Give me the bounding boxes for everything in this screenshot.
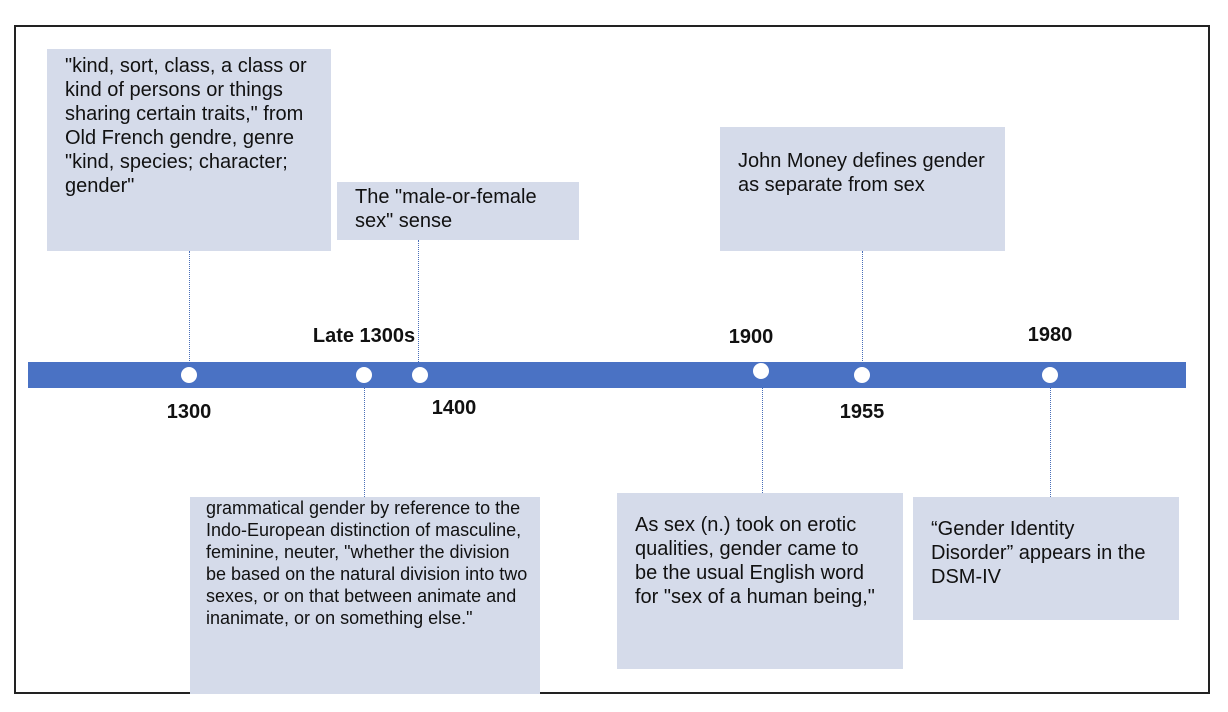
timeline-frame <box>14 25 1210 694</box>
timeline-dot-1980 <box>1042 367 1058 383</box>
timeline-dot-1400 <box>412 367 428 383</box>
connector-origin <box>189 251 190 367</box>
connector-money <box>862 251 863 367</box>
connector-dsm <box>1050 383 1051 497</box>
year-1980: 1980 <box>1027 324 1073 346</box>
timeline-bar <box>28 362 1186 388</box>
event-sex-sense-box: The "male-or-female sex" sense <box>337 182 579 240</box>
year-1955: 1955 <box>839 401 885 423</box>
event-origin-box: "kind, sort, class, a class or kind of p… <box>47 49 331 251</box>
event-dsm-box: “Gender Identity Disorder” appears in th… <box>913 497 1179 620</box>
timeline-dot-1300 <box>181 367 197 383</box>
timeline-dot-1900 <box>753 363 769 379</box>
timeline-dot-1955 <box>854 367 870 383</box>
year-1300: 1300 <box>166 401 212 423</box>
year-late-1300s: Late 1300s <box>312 325 416 347</box>
connector-sex-sense <box>418 240 419 368</box>
event-grammatical-box: grammatical gender by reference to the I… <box>190 497 540 694</box>
event-erotic-box: As sex (n.) took on erotic qualities, ge… <box>617 493 903 669</box>
timeline-dot-late-1300s <box>356 367 372 383</box>
event-money-box: John Money defines gender as separate fr… <box>720 127 1005 251</box>
connector-grammatical <box>364 383 365 497</box>
year-1900: 1900 <box>728 326 774 348</box>
connector-erotic <box>762 382 763 493</box>
year-1400: 1400 <box>431 397 477 419</box>
